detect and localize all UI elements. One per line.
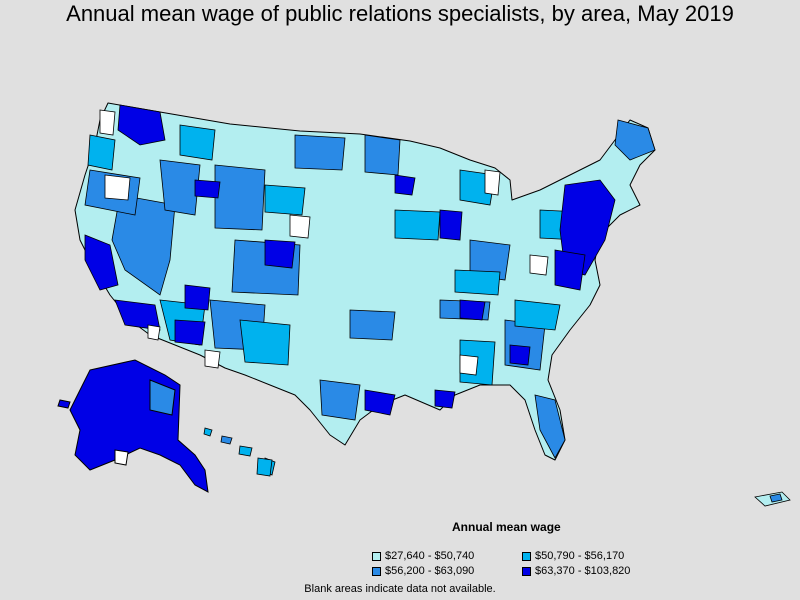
puerto-rico-region [769, 493, 783, 503]
region-blank-west-virginia [529, 254, 549, 276]
region-montana-west [179, 124, 216, 161]
aleutian-islands [57, 399, 71, 409]
region-north-dakota [294, 134, 346, 171]
region-dc-virginia [554, 249, 586, 291]
region-wyoming-spot [194, 179, 221, 199]
legend-swatch-2 [522, 551, 531, 561]
region-idaho [159, 159, 201, 216]
region-blank-washington [99, 109, 116, 136]
legend-item-4: $63,370 - $103,820 [522, 565, 630, 577]
region-california-bay [84, 234, 119, 291]
legend-swatch-3 [372, 566, 381, 576]
region-blank-michigan [484, 169, 501, 196]
hawaii-oahu [220, 435, 233, 445]
hawaii [203, 427, 273, 477]
region-washington-coast [87, 134, 116, 171]
region-denver [264, 239, 296, 269]
legend-title: Annual mean wage [452, 520, 561, 534]
region-minnesota [364, 134, 401, 176]
region-blank-arizona [204, 349, 221, 369]
region-florida [534, 394, 566, 459]
region-seattle [117, 104, 166, 146]
region-maine [614, 119, 656, 161]
hawaii-big-island [256, 457, 273, 477]
region-new-mexico-south [239, 319, 291, 366]
legend-item-2: $50,790 - $56,170 [522, 550, 624, 562]
region-nashville [459, 299, 486, 321]
region-wyoming-east [264, 184, 306, 216]
region-new-orleans [434, 389, 456, 409]
region-kentucky [454, 269, 501, 296]
legend-label-3: $56,200 - $63,090 [385, 565, 475, 577]
region-northeast-corridor [559, 179, 616, 276]
legend-label-1: $27,640 - $50,740 [385, 550, 475, 562]
region-oklahoma [349, 309, 396, 341]
region-arizona-phoenix [174, 319, 206, 346]
legend-item-3: $56,200 - $63,090 [372, 565, 474, 577]
puerto-rico [754, 491, 791, 507]
alaska-mainland [69, 359, 209, 493]
region-blank-oregon [104, 174, 131, 201]
map-title: Annual mean wage of public relations spe… [66, 1, 734, 26]
alaska-blank-region [114, 449, 129, 466]
legend-swatch-4 [522, 566, 531, 576]
legend-item-1: $27,640 - $50,740 [372, 550, 474, 562]
region-blank-wyoming [289, 214, 311, 239]
footnote: Blank areas indicate data not available. [304, 583, 496, 595]
hawaii-kauai [203, 427, 213, 437]
region-blank-mississippi [459, 354, 479, 376]
region-texas-east [319, 379, 361, 421]
wage-regions-63370-103820 [84, 104, 616, 416]
no-data-regions [99, 109, 549, 376]
region-iowa [394, 209, 441, 241]
region-chicago [439, 209, 463, 241]
region-blank-california [147, 324, 161, 341]
hawaii-maui [238, 445, 253, 457]
region-new-mexico-north [184, 284, 211, 311]
region-wyoming-montana [214, 164, 266, 231]
legend-label-2: $50,790 - $56,170 [535, 550, 625, 562]
region-houston [364, 389, 396, 416]
region-minneapolis [394, 174, 416, 196]
legend-label-4: $63,370 - $103,820 [535, 565, 631, 577]
region-north-carolina [514, 299, 561, 331]
alaska [57, 359, 209, 493]
region-los-angeles [114, 299, 161, 331]
region-ohio-valley [469, 239, 511, 281]
alaska-interior-region [149, 379, 176, 416]
region-atlanta [509, 344, 531, 366]
legend-swatch-1 [372, 551, 381, 561]
